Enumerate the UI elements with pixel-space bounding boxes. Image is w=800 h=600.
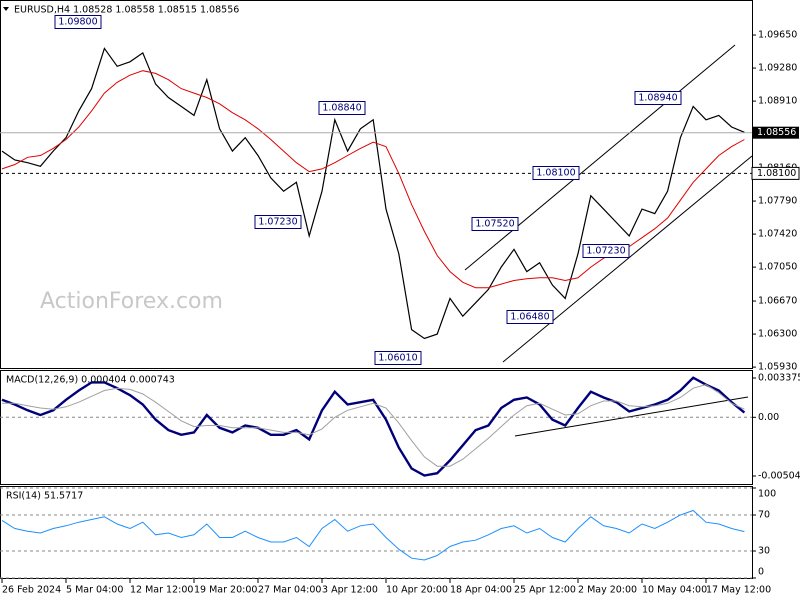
- x-tick-label: 19 Mar 20:00: [194, 585, 257, 596]
- panel-title: RSI(14) 51.5717: [6, 491, 83, 502]
- macd-trendline: [514, 396, 749, 437]
- panel-title: MACD(12,26,9) 0.000404 0.000743: [6, 375, 175, 386]
- menu-icon: [3, 7, 9, 11]
- series-line: [2, 384, 745, 467]
- x-tick-label: 10 May 04:00: [642, 585, 707, 596]
- annotation-box: [374, 351, 422, 365]
- y-tick-label: 1.07420: [758, 229, 797, 240]
- annotation-box: [318, 101, 366, 115]
- annotation: 1.07520: [475, 219, 514, 230]
- x-tick-label: 25 Apr 12:00: [514, 585, 576, 596]
- panel: [0, 0, 753, 369]
- annotation-box: [506, 310, 554, 324]
- x-tick-label: 26 Feb 2024: [2, 585, 61, 596]
- annotation: 1.08840: [322, 103, 361, 114]
- annotation-box: [634, 91, 682, 105]
- x-tick-label: 3 Apr 12:00: [322, 585, 378, 596]
- y-tick-label: 1.06670: [758, 296, 797, 307]
- y-tick-label: 1.05930: [758, 362, 797, 373]
- annotation-box: [582, 244, 630, 258]
- annotation: 1.06010: [378, 353, 417, 364]
- watermark: ActionForex.com: [40, 289, 223, 314]
- series-line: [1, 376, 746, 477]
- x-tick-label: 12 Mar 12:00: [130, 585, 193, 596]
- annotation-box: [54, 15, 102, 29]
- y-tick-label: 0.00: [758, 412, 779, 423]
- annotation: 1.07230: [586, 246, 625, 257]
- current-price-box: [752, 126, 799, 139]
- current-price-label: 1.08556: [757, 127, 796, 138]
- x-tick-label: 10 Apr 20:00: [386, 585, 448, 596]
- channel-upper: [464, 44, 736, 271]
- series-line: [1, 509, 745, 561]
- y-tick-label: 30: [758, 546, 770, 557]
- y-tick-label: 1.06300: [758, 329, 797, 340]
- y-tick-label: 1.08910: [758, 96, 797, 107]
- x-tick-label: 5 Mar 04:00: [66, 585, 123, 596]
- annotation: 1.07230: [258, 217, 297, 228]
- x-tick-label: 17 May 12:00: [706, 585, 771, 596]
- level-box: [751, 166, 800, 180]
- annotation: 1.06480: [510, 312, 549, 323]
- y-tick-label: 70: [758, 510, 770, 521]
- panel: [0, 486, 753, 579]
- y-tick-label: 0.003375: [758, 372, 800, 383]
- series-line: [1, 47, 745, 340]
- annotation-box: [471, 217, 519, 231]
- channel: [464, 44, 753, 437]
- y-tick-label: 1.09280: [758, 63, 797, 74]
- y-tick-label: 0: [758, 567, 764, 578]
- x-tick-label: 27 Mar 04:00: [258, 585, 321, 596]
- x-tick-label: 2 May 20:00: [578, 585, 637, 596]
- annotation-box: [532, 166, 580, 180]
- y-tick-label: 1.09650: [758, 30, 797, 41]
- y-tick-label: 100: [758, 489, 776, 500]
- level-label: 1.08100: [757, 168, 796, 179]
- annotation: 1.08100: [536, 168, 575, 179]
- channel-lower: [502, 155, 753, 363]
- annotation: 1.08940: [638, 93, 677, 104]
- annotation: 1.09800: [58, 17, 97, 28]
- y-tick-label: 1.07790: [758, 196, 797, 207]
- annotation-box: [254, 215, 302, 229]
- panel-title: EURUSD,H4 1.08528 1.08558 1.08515 1.0855…: [14, 5, 239, 16]
- y-tick-label: 1.07050: [758, 262, 797, 273]
- x-tick-label: 18 Apr 04:00: [450, 585, 512, 596]
- panel: [0, 370, 753, 485]
- y-tick-label: -0.00504: [758, 470, 800, 481]
